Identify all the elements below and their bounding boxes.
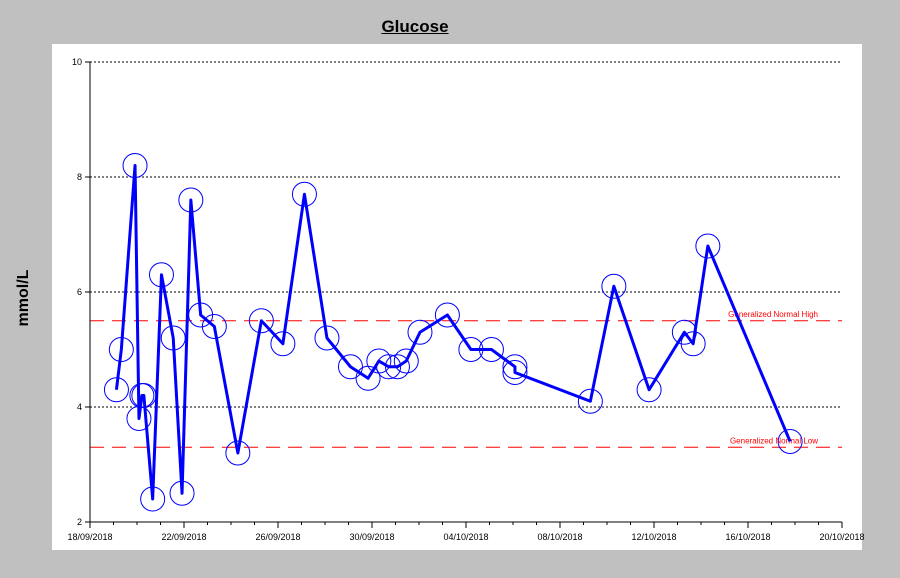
data-point xyxy=(577,388,603,414)
x-tick-label: 22/09/2018 xyxy=(161,532,206,542)
series-line xyxy=(114,164,792,501)
x-tick-label: 20/10/2018 xyxy=(819,532,864,542)
data-point xyxy=(478,337,504,362)
data-point xyxy=(270,331,296,357)
x-tick-label: 16/10/2018 xyxy=(725,532,770,542)
x-tick-label: 18/09/2018 xyxy=(67,532,112,542)
y-tick-label: 8 xyxy=(77,172,82,182)
data-point xyxy=(393,348,419,374)
data-point xyxy=(384,354,410,380)
data-point xyxy=(248,308,274,334)
y-tick-label: 10 xyxy=(72,57,82,67)
data-point xyxy=(131,383,157,408)
data-point xyxy=(122,153,148,178)
data-point xyxy=(680,331,706,357)
data-point xyxy=(601,273,627,299)
axis-ticks: 2 4 6 8 10 18/09/2018 22/09/2018 26/09/2018 30/0… xyxy=(67,57,864,542)
reference-label-low: Generalized Normal Low xyxy=(730,436,818,445)
data-point xyxy=(148,262,174,288)
x-tick-label: 12/10/2018 xyxy=(631,532,676,542)
data-point xyxy=(502,354,528,380)
y-tick-label: 4 xyxy=(77,402,82,412)
data-point xyxy=(314,325,340,351)
data-point xyxy=(178,187,204,213)
data-point xyxy=(434,302,460,328)
data-point xyxy=(160,325,186,351)
reference-lines: Generalized Normal High Generalized Norma… xyxy=(90,310,842,448)
x-tick-label: 30/09/2018 xyxy=(349,532,394,542)
data-point xyxy=(376,354,402,380)
grid-lines xyxy=(90,61,842,408)
data-point xyxy=(201,314,227,339)
data-point xyxy=(225,440,251,466)
data-point xyxy=(337,354,363,380)
data-point xyxy=(291,181,317,207)
data-point xyxy=(140,486,166,512)
series-glucose xyxy=(103,153,803,512)
data-point xyxy=(108,337,134,362)
data-point xyxy=(169,480,195,506)
data-point xyxy=(502,360,528,385)
data-point xyxy=(695,233,721,259)
data-point xyxy=(103,377,129,403)
chart-frame xyxy=(52,44,862,550)
data-point xyxy=(636,377,662,403)
x-tick-label: 08/10/2018 xyxy=(537,532,582,542)
y-tick-label: 6 xyxy=(77,287,82,297)
data-point xyxy=(407,319,433,345)
y-tick-label: 2 xyxy=(77,517,82,527)
x-tick-label: 26/09/2018 xyxy=(255,532,300,542)
x-tick-label: 04/10/2018 xyxy=(443,532,488,542)
data-point xyxy=(777,429,803,454)
chart-title: Glucose xyxy=(381,17,449,36)
data-point xyxy=(458,337,484,362)
reference-label-high: Generalized Normal High xyxy=(728,310,818,319)
